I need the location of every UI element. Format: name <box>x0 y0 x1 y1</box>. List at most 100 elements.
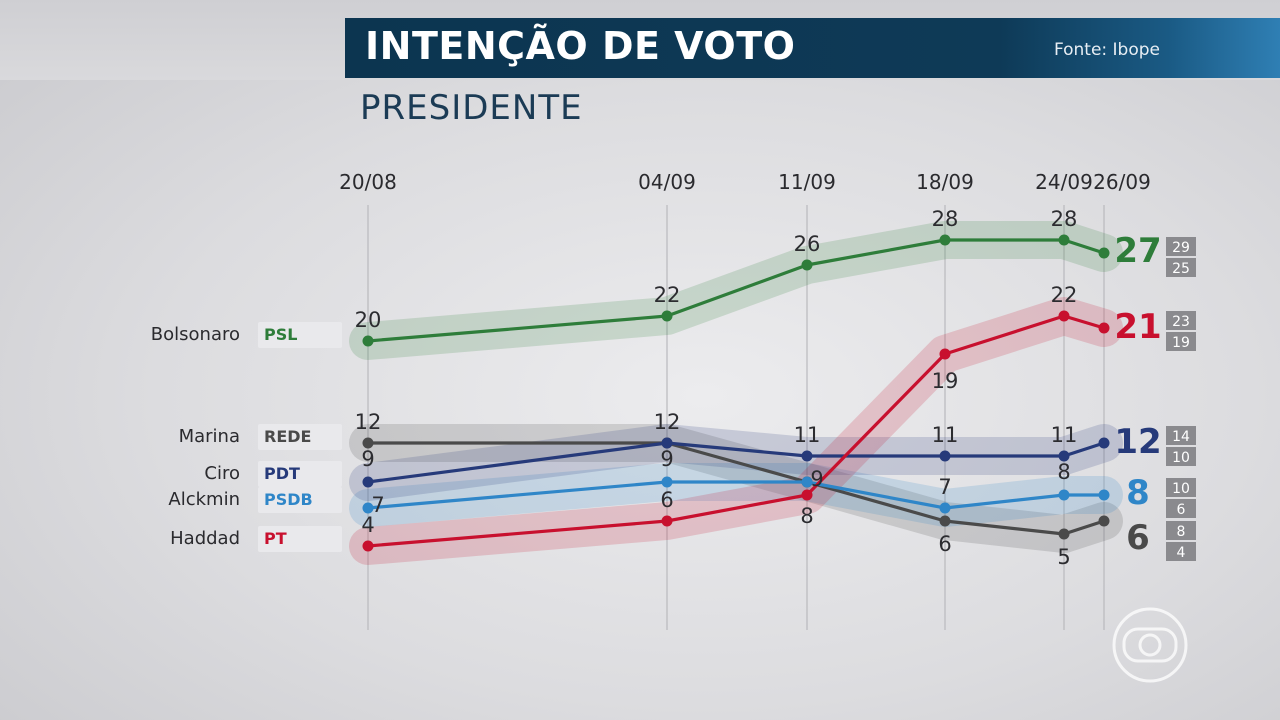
title-bar: INTENÇÃO DE VOTO Fonte: Ibope <box>345 18 1280 78</box>
point-marina <box>1058 528 1070 540</box>
source-label: Fonte: Ibope <box>1053 40 1160 60</box>
legend-name-alckmin: Alckmin <box>168 489 240 510</box>
point-marina <box>939 515 951 527</box>
range-high-label: 23 <box>1172 314 1190 330</box>
legend-name-bolsonaro: Bolsonaro <box>150 324 240 345</box>
range-high-box <box>1166 426 1196 445</box>
legend-name-haddad: Haddad <box>170 528 240 549</box>
range-low-box <box>1166 258 1196 277</box>
range-high-label: 14 <box>1172 429 1190 445</box>
range-low-label: 10 <box>1172 450 1190 466</box>
data-label-haddad: 6 <box>660 488 673 512</box>
range-high-box <box>1166 311 1196 330</box>
point-ciro <box>362 476 374 488</box>
point-bolsonaro <box>661 310 673 322</box>
data-label-ciro: 11 <box>932 423 959 447</box>
legend-party-rede: REDE <box>258 424 342 450</box>
range-high-box <box>1166 478 1196 497</box>
data-label-haddad: 8 <box>800 504 813 528</box>
point-haddad <box>1098 322 1110 334</box>
point-haddad <box>362 540 374 552</box>
point-alckmin <box>661 476 673 488</box>
line-ciro <box>367 441 1105 484</box>
final-value-bolsonaro: 27 <box>1114 231 1161 271</box>
x-tick-label: 24/09 <box>1035 170 1093 194</box>
data-label-ciro: 9 <box>361 447 374 471</box>
data-label-bolsonaro: 28 <box>1051 207 1078 231</box>
globo-logo-icon <box>1112 607 1188 683</box>
data-label-haddad: 22 <box>1051 283 1078 307</box>
point-bolsonaro <box>939 234 951 246</box>
line-alckmin <box>367 480 1104 510</box>
data-label-marina: 6 <box>938 532 951 556</box>
point-alckmin <box>1098 489 1110 501</box>
range-low-box <box>1166 542 1196 561</box>
range-low-label: 19 <box>1172 335 1190 351</box>
legend-name-ciro: Ciro <box>204 463 240 484</box>
line-haddad <box>367 314 1105 548</box>
point-haddad <box>801 489 813 501</box>
point-bolsonaro <box>1098 247 1110 259</box>
data-label-marina: 12 <box>654 410 681 434</box>
point-ciro <box>1098 437 1110 449</box>
data-label-ciro: 11 <box>1051 423 1078 447</box>
data-label-marina: 5 <box>1057 545 1070 569</box>
legend-party-psdb: PSDB <box>258 487 342 513</box>
range-high-label: 10 <box>1172 481 1190 497</box>
legend-party-psl: PSL <box>258 322 342 348</box>
range-low-label: 25 <box>1172 261 1190 277</box>
point-haddad <box>1058 310 1070 322</box>
x-tick-label: 11/09 <box>778 170 836 194</box>
point-haddad <box>939 348 951 360</box>
legend-party-pdt: PDT <box>258 461 342 487</box>
final-value-marina: 6 <box>1126 518 1150 558</box>
page-subtitle: PRESIDENTE <box>360 88 583 128</box>
range-high-label: 8 <box>1177 524 1186 540</box>
data-label-ciro: 11 <box>794 423 821 447</box>
x-tick-label: 04/09 <box>638 170 696 194</box>
point-bolsonaro <box>801 259 813 271</box>
range-low-box <box>1166 447 1196 466</box>
range-low-box <box>1166 499 1196 518</box>
data-label-bolsonaro: 20 <box>355 308 382 332</box>
range-high-label: 29 <box>1172 240 1190 256</box>
point-marina <box>1098 515 1110 527</box>
point-alckmin <box>1058 489 1070 501</box>
range-low-label: 4 <box>1177 545 1186 561</box>
page-title: INTENÇÃO DE VOTO <box>365 24 796 68</box>
data-label-alckmin: 7 <box>371 493 384 517</box>
final-value-haddad: 21 <box>1114 307 1161 347</box>
legend-party-pt: PT <box>258 526 342 552</box>
point-alckmin <box>939 502 951 514</box>
data-label-bolsonaro: 28 <box>932 207 959 231</box>
data-label-bolsonaro: 22 <box>654 283 681 307</box>
range-low-label: 6 <box>1177 502 1186 518</box>
point-haddad <box>661 515 673 527</box>
data-label-marina: 12 <box>355 410 382 434</box>
line-marina <box>368 441 1105 536</box>
range-high-box <box>1166 237 1196 256</box>
data-label-haddad: 4 <box>361 513 374 537</box>
data-label-marina: 9 <box>810 467 823 491</box>
point-ciro <box>661 437 673 449</box>
x-tick-label: 20/08 <box>339 170 397 194</box>
point-ciro <box>939 450 951 462</box>
point-alckmin <box>801 476 813 488</box>
point-bolsonaro <box>362 335 374 347</box>
data-label-alckmin: 9 <box>660 447 673 471</box>
point-bolsonaro <box>1058 234 1070 246</box>
x-tick-label: 18/09 <box>916 170 974 194</box>
data-label-bolsonaro: 26 <box>794 232 821 256</box>
final-value-alckmin: 8 <box>1126 473 1150 513</box>
point-ciro <box>1058 450 1070 462</box>
line-bolsonaro <box>367 238 1105 343</box>
x-tick-label: 26/09 <box>1093 170 1151 194</box>
data-label-haddad: 19 <box>932 369 959 393</box>
point-ciro <box>801 450 813 462</box>
range-low-box <box>1166 332 1196 351</box>
legend-name-marina: Marina <box>178 426 240 447</box>
point-marina <box>362 437 374 449</box>
point-alckmin <box>362 502 374 514</box>
final-value-ciro: 12 <box>1114 422 1161 462</box>
